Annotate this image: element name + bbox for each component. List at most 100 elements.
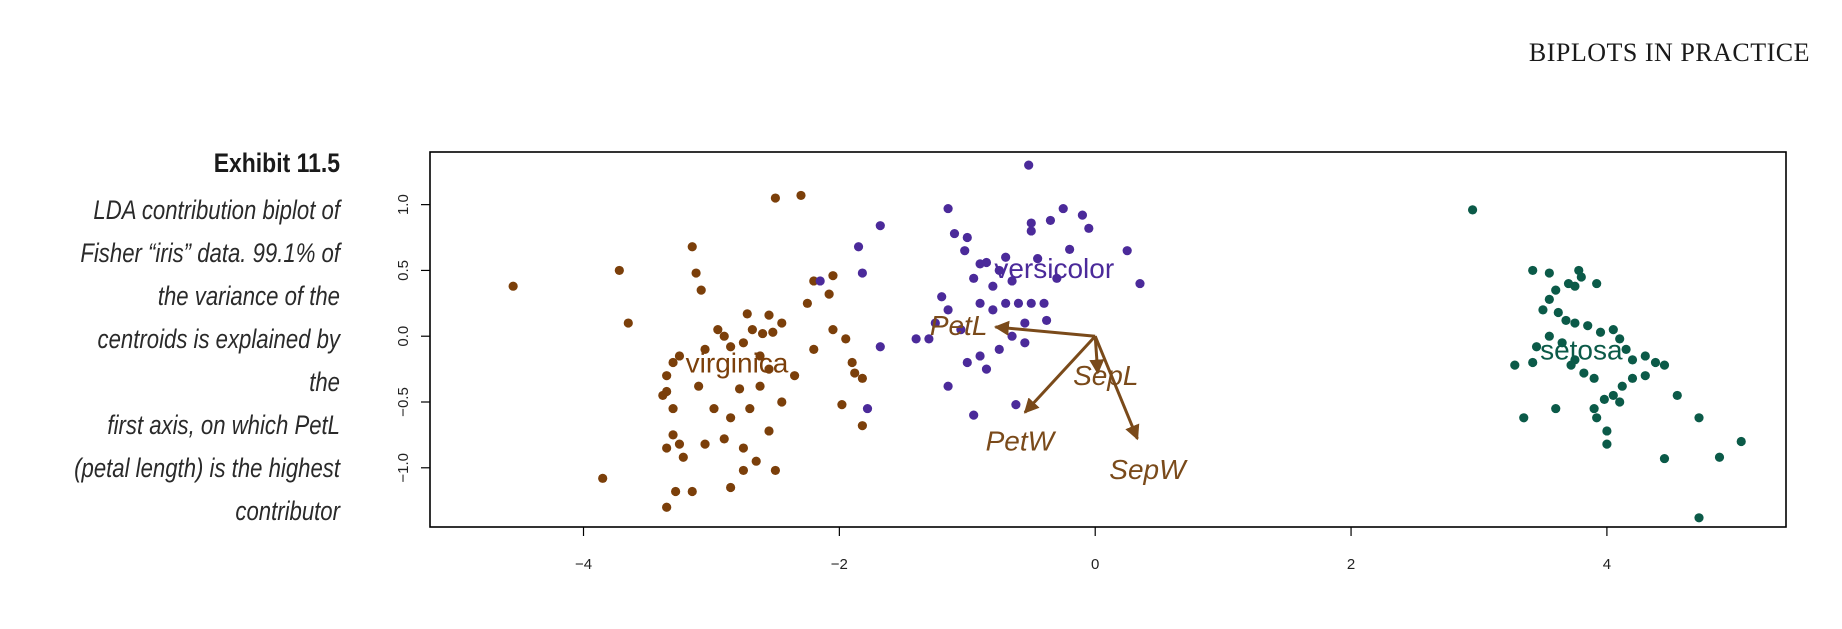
point-virginica (614, 265, 624, 276)
point-virginica (508, 281, 518, 291)
point-setosa (1659, 360, 1670, 370)
point-virginica (777, 318, 787, 328)
point-versicolor (1135, 278, 1145, 289)
point-versicolor (975, 298, 985, 308)
point-virginica (700, 344, 710, 354)
arrow-label-sepl: SepL (1073, 360, 1138, 391)
y-tick-label: −0.5 (395, 387, 412, 417)
point-virginica (738, 465, 749, 476)
point-versicolor (937, 292, 947, 302)
exhibit-description: LDA contribution biplot of Fisher “iris”… (74, 195, 340, 526)
point-virginica (758, 328, 768, 339)
point-setosa (1557, 338, 1567, 348)
point-virginica (726, 482, 736, 493)
point-virginica (671, 486, 681, 497)
point-virginica (738, 443, 749, 453)
y-tick-label: 1.0 (395, 194, 412, 215)
point-versicolor (981, 257, 992, 268)
point-setosa (1589, 403, 1599, 414)
point-virginica (764, 364, 774, 374)
point-versicolor (943, 305, 953, 315)
point-virginica (674, 439, 685, 449)
point-virginica (850, 368, 860, 378)
point-versicolor (875, 342, 885, 352)
point-setosa (1640, 371, 1650, 381)
point-virginica (770, 193, 780, 203)
point-setosa (1576, 272, 1586, 282)
point-setosa (1615, 334, 1625, 344)
point-versicolor (1026, 298, 1036, 308)
point-virginica (623, 318, 633, 328)
point-versicolor (1122, 246, 1132, 256)
x-tick-label: −2 (831, 556, 848, 573)
point-virginica (668, 403, 678, 414)
arrow-petw (1023, 335, 1097, 414)
point-virginica (668, 357, 678, 368)
point-versicolor (994, 265, 1004, 276)
point-setosa (1583, 321, 1593, 331)
point-versicolor (1039, 298, 1049, 308)
point-setosa (1519, 413, 1529, 423)
point-versicolor (962, 232, 972, 243)
y-tick-label: 0.0 (395, 326, 412, 347)
point-virginica (719, 434, 729, 444)
exhibit-caption: Exhibit 11.5 LDA contribution biplot of … (0, 148, 340, 533)
arrow-label-petw: PetW (986, 426, 1057, 457)
point-setosa (1602, 439, 1612, 449)
point-setosa (1467, 205, 1478, 215)
point-setosa (1528, 265, 1538, 276)
point-versicolor (1020, 338, 1030, 348)
point-virginica (796, 190, 806, 201)
point-virginica (809, 344, 819, 354)
point-versicolor (981, 364, 992, 374)
point-virginica (668, 430, 678, 440)
point-versicolor (960, 246, 970, 256)
point-virginica (678, 452, 688, 462)
point-versicolor (969, 273, 979, 283)
point-versicolor (956, 325, 966, 335)
x-tick-label: 0 (1091, 556, 1099, 573)
point-setosa (1640, 351, 1650, 361)
point-virginica (828, 325, 838, 335)
point-virginica (674, 351, 685, 361)
point-versicolor (1011, 400, 1021, 410)
point-virginica (691, 268, 701, 278)
point-virginica (662, 371, 672, 381)
point-setosa (1589, 373, 1599, 383)
point-virginica (755, 351, 765, 361)
point-versicolor (1026, 218, 1036, 228)
point-versicolor (1026, 226, 1036, 236)
group-label-versicolor: versicolor (994, 253, 1114, 284)
point-virginica (768, 327, 778, 337)
point-virginica (747, 325, 757, 335)
point-setosa (1694, 413, 1704, 423)
point-versicolor (962, 357, 972, 368)
point-setosa (1528, 357, 1538, 368)
point-virginica (742, 309, 752, 319)
point-versicolor (1007, 331, 1017, 341)
point-versicolor (924, 334, 934, 344)
point-virginica (751, 456, 761, 466)
point-setosa (1714, 452, 1725, 462)
y-tick-label: −1.0 (395, 453, 412, 483)
point-virginica (857, 421, 867, 431)
point-versicolor (911, 334, 921, 344)
point-versicolor (1052, 273, 1062, 283)
point-setosa (1608, 325, 1618, 335)
point-versicolor (1065, 244, 1075, 254)
point-setosa (1627, 355, 1638, 365)
x-tick-label: 4 (1603, 556, 1611, 573)
point-versicolor (994, 344, 1004, 354)
plot-frame (429, 151, 1787, 528)
point-virginica (734, 384, 745, 394)
point-setosa (1659, 453, 1670, 464)
group-label-virginica: virginica (686, 348, 789, 379)
point-setosa (1650, 357, 1661, 368)
point-virginica (755, 381, 765, 391)
point-virginica (770, 465, 780, 476)
point-virginica (719, 331, 729, 341)
point-versicolor (1084, 223, 1094, 233)
point-setosa (1595, 327, 1606, 337)
point-virginica (696, 285, 706, 295)
point-virginica (694, 381, 704, 391)
